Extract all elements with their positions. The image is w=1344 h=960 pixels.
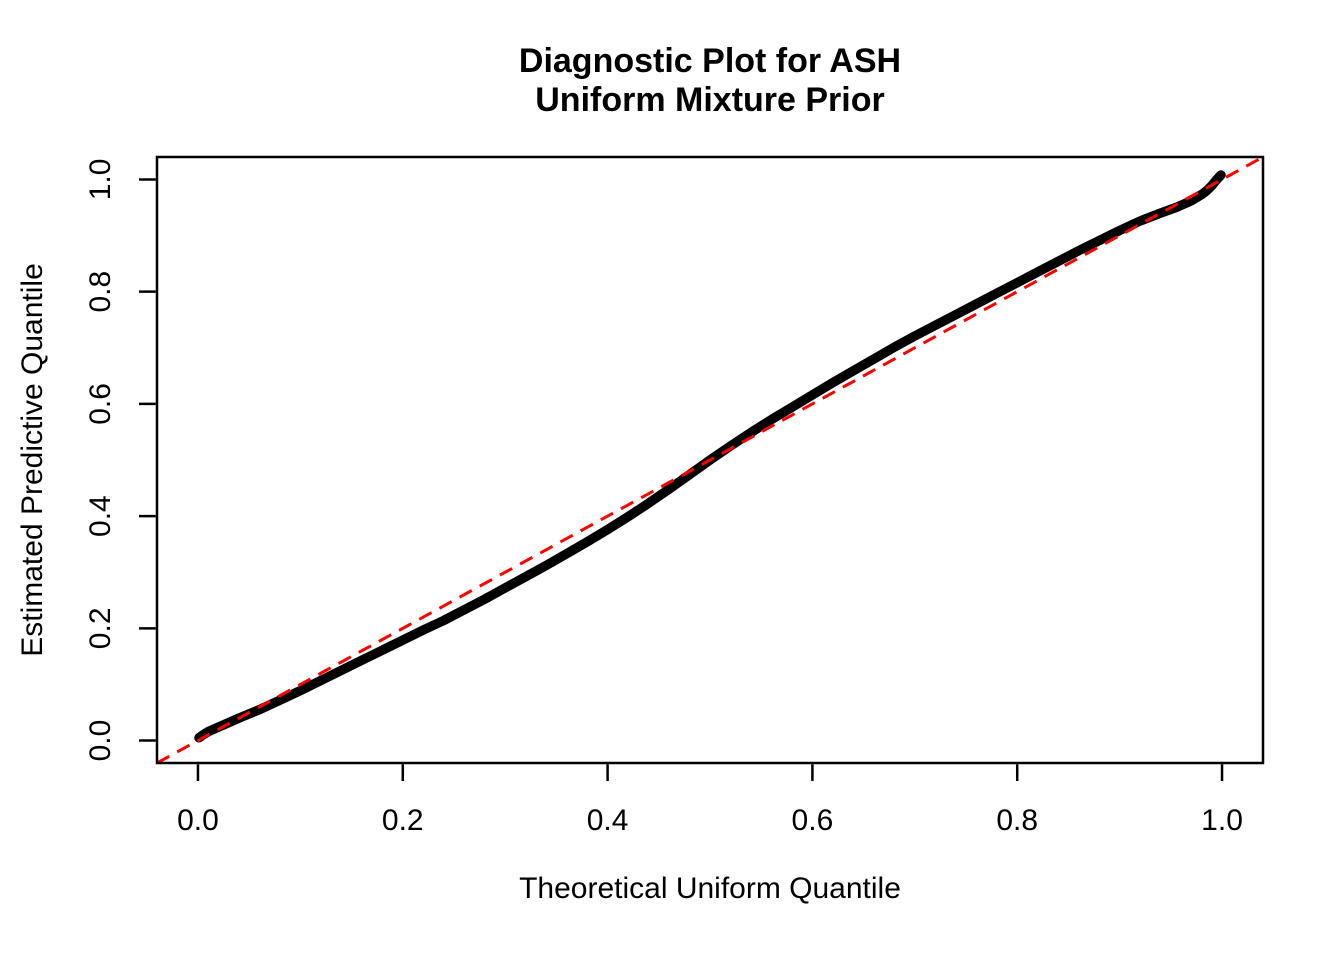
y-axis-tick-label: 0.6 (84, 383, 117, 425)
y-axis-tick-label: 0.0 (84, 720, 117, 762)
x-axis-tick-label: 0.4 (587, 804, 629, 837)
x-axis-tick-label: 0.2 (382, 804, 424, 837)
plot-box (155, 155, 1265, 765)
y-axis-tick-label: 1.0 (84, 159, 117, 201)
identity-reference-line (156, 155, 1264, 765)
chart-title: Diagnostic Plot for ASH Uniform Mixture … (157, 42, 1263, 120)
y-axis-tick-label: 0.8 (84, 271, 117, 313)
x-axis-tick-label: 1.0 (1201, 804, 1243, 837)
x-axis-title: Theoretical Uniform Quantile (519, 872, 901, 905)
y-axis-tick-label: 0.2 (84, 607, 117, 649)
chart-title-line1: Diagnostic Plot for ASH (518, 42, 902, 80)
x-axis-tick-label: 0.6 (792, 804, 834, 837)
y-axis-title: Estimated Predictive Quantile (16, 263, 49, 657)
x-axis-tick-label: 0.8 (996, 804, 1038, 837)
qq-points-curve (194, 170, 1226, 743)
x-axis-tick-label: 0.0 (177, 804, 219, 837)
chart-title-line2: Uniform Mixture Prior (535, 81, 885, 119)
y-axis-tick-label: 0.4 (84, 495, 117, 537)
